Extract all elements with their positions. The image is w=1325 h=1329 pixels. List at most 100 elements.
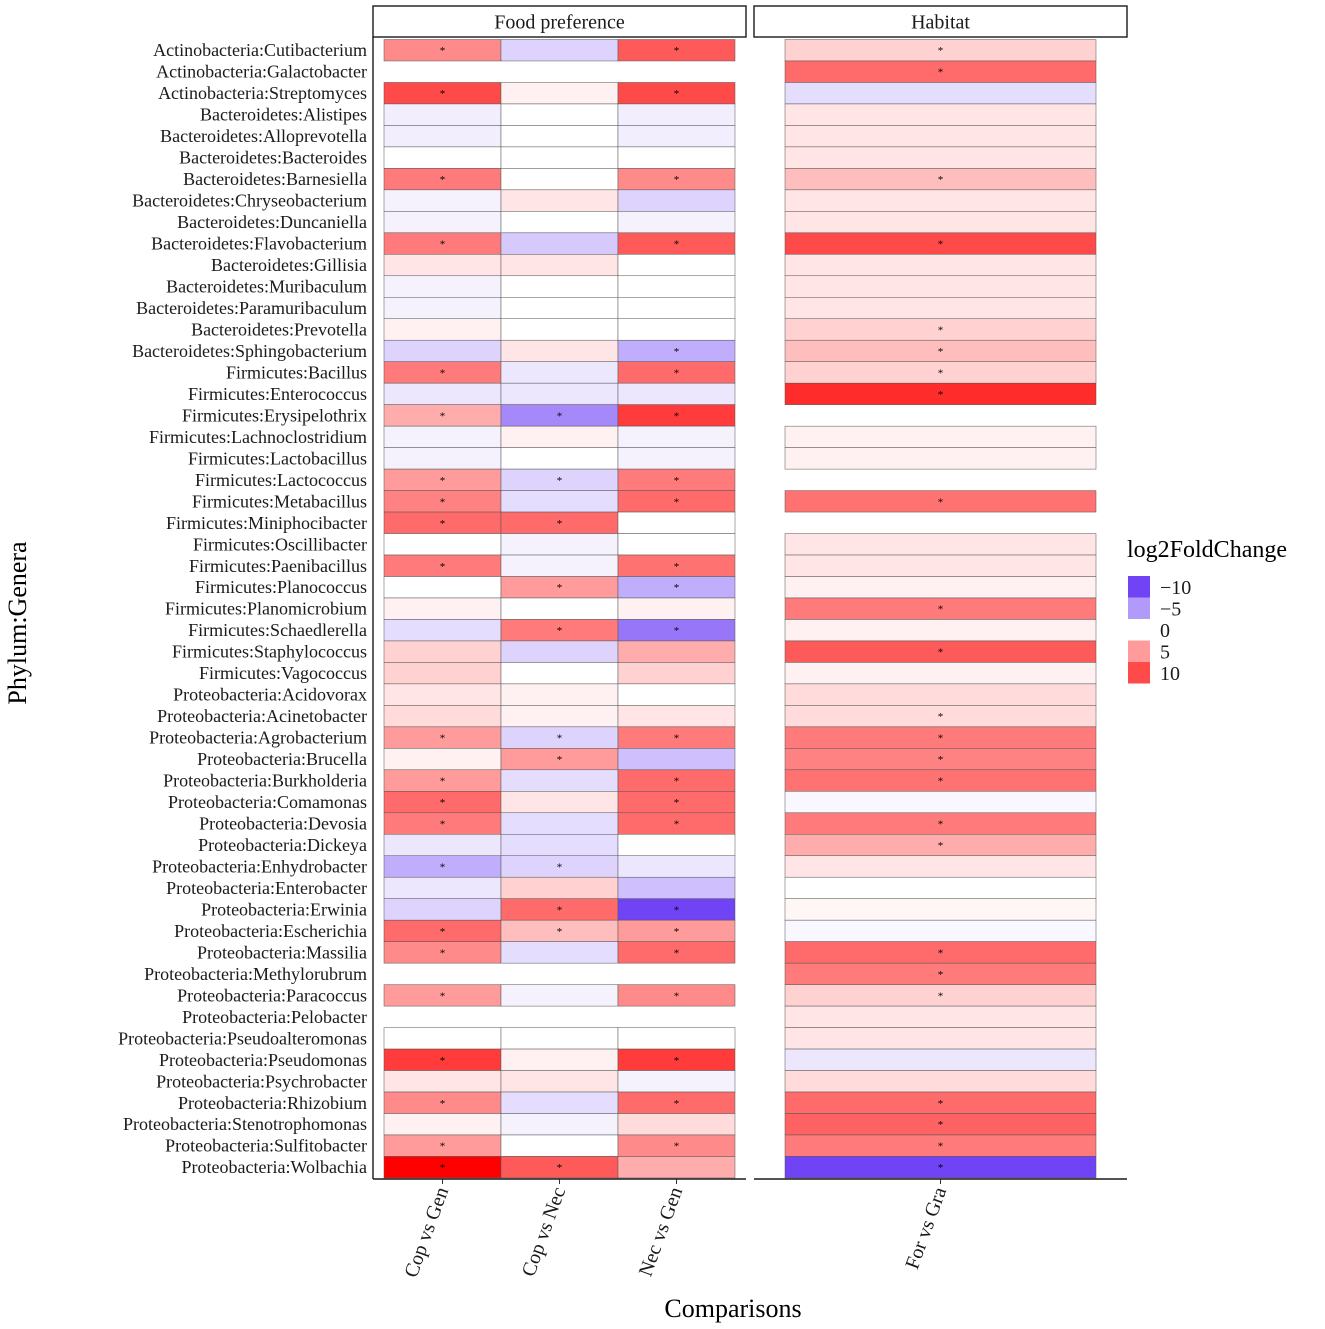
cell-bacteroidetes-alloprevotella-for-vs-gra bbox=[784, 125, 1097, 148]
cell-bacteroidetes-alistipes-cop-vs-gen bbox=[383, 103, 502, 126]
sig-star-proteobacteria-stenotrophomonas-for-vs-gra: * bbox=[938, 1119, 944, 1131]
row-label-proteobacteria-comamonas: Proteobacteria:Comamonas bbox=[168, 792, 367, 812]
cell-proteobacteria-stenotrophomonas-cop-vs-gen bbox=[383, 1113, 502, 1136]
row-label-bacteroidetes-chryseobacterium: Bacteroidetes:Chryseobacterium bbox=[132, 191, 367, 211]
cell-proteobacteria-comamonas-cop-vs-nec bbox=[500, 791, 619, 814]
sig-star-proteobacteria-comamonas-cop-vs-gen: * bbox=[440, 797, 446, 809]
row-label-bacteroidetes-muribaculum: Bacteroidetes:Muribaculum bbox=[166, 277, 367, 297]
cell-bacteroidetes-prevotella-cop-vs-nec bbox=[500, 318, 619, 341]
row-label-actinobacteria-streptomyces: Actinobacteria:Streptomyces bbox=[158, 83, 367, 103]
legend-tick-0: 0 bbox=[1160, 620, 1170, 642]
sig-star-proteobacteria-rhizobium-cop-vs-gen: * bbox=[440, 1098, 446, 1110]
row-label-firmicutes-planococcus: Firmicutes:Planococcus bbox=[195, 577, 367, 597]
cell-proteobacteria-paracoccus-cop-vs-nec bbox=[500, 984, 619, 1007]
sig-star-proteobacteria-massilia-for-vs-gra: * bbox=[938, 947, 944, 959]
cell-firmicutes-oscillibacter-cop-vs-gen bbox=[383, 533, 502, 556]
cell-proteobacteria-stenotrophomonas-cop-vs-nec bbox=[500, 1113, 619, 1136]
row-label-bacteroidetes-alloprevotella: Bacteroidetes:Alloprevotella bbox=[160, 126, 367, 146]
strip-habitat: Habitat bbox=[753, 5, 1128, 38]
cell-firmicutes-staphylococcus-nec-vs-gen bbox=[617, 640, 736, 663]
cell-proteobacteria-dickeya-nec-vs-gen bbox=[617, 834, 736, 856]
cell-bacteroidetes-prevotella-nec-vs-gen bbox=[617, 318, 736, 341]
cell-proteobacteria-acinetobacter-cop-vs-gen bbox=[383, 705, 502, 728]
cell-bacteroidetes-duncaniella-cop-vs-gen bbox=[383, 211, 502, 234]
sig-star-firmicutes-erysipelothrix-cop-vs-nec: * bbox=[557, 410, 563, 422]
row-label-proteobacteria-sulfitobacter: Proteobacteria:Sulfitobacter bbox=[165, 1136, 367, 1156]
row-label-bacteroidetes-gillisia: Bacteroidetes:Gillisia bbox=[211, 255, 367, 275]
legend-tick-5: 5 bbox=[1160, 641, 1170, 663]
cell-proteobacteria-pelobacter-for-vs-gra bbox=[784, 1005, 1097, 1028]
row-label-proteobacteria-wolbachia: Proteobacteria:Wolbachia bbox=[182, 1157, 367, 1177]
sig-star-firmicutes-lactococcus-nec-vs-gen: * bbox=[674, 475, 680, 487]
cell-proteobacteria-pseudoalteromonas-cop-vs-gen bbox=[383, 1027, 502, 1050]
cell-firmicutes-enterococcus-cop-vs-gen bbox=[383, 382, 502, 405]
sig-star-proteobacteria-sulfitobacter-cop-vs-gen: * bbox=[440, 1141, 446, 1153]
row-label-proteobacteria-enhydrobacter: Proteobacteria:Enhydrobacter bbox=[152, 856, 367, 876]
sig-star-actinobacteria-streptomyces-nec-vs-gen: * bbox=[674, 88, 680, 100]
sig-star-firmicutes-metabacillus-nec-vs-gen: * bbox=[674, 496, 680, 508]
sig-star-actinobacteria-cutibacterium-for-vs-gra: * bbox=[938, 45, 944, 57]
sig-star-actinobacteria-cutibacterium-nec-vs-gen: * bbox=[674, 45, 680, 57]
cell-bacteroidetes-muribaculum-cop-vs-gen bbox=[383, 275, 502, 298]
cell-proteobacteria-acidovorax-cop-vs-nec bbox=[500, 683, 619, 706]
cell-firmicutes-planomicrobium-cop-vs-nec bbox=[500, 597, 619, 620]
cell-proteobacteria-psychrobacter-cop-vs-gen bbox=[383, 1070, 502, 1093]
row-label-firmicutes-vagococcus: Firmicutes:Vagococcus bbox=[199, 663, 367, 683]
row-label-bacteroidetes-sphingobacterium: Bacteroidetes:Sphingobacterium bbox=[132, 341, 367, 361]
cell-firmicutes-paenibacillus-cop-vs-nec bbox=[500, 554, 619, 577]
cell-proteobacteria-pseudomonas-for-vs-gra bbox=[784, 1048, 1097, 1071]
cell-proteobacteria-brucella-cop-vs-gen bbox=[383, 748, 502, 771]
row-label-bacteroidetes-duncaniella: Bacteroidetes:Duncaniella bbox=[177, 212, 367, 232]
sig-star-bacteroidetes-prevotella-for-vs-gra: * bbox=[938, 324, 944, 336]
cell-firmicutes-vagococcus-cop-vs-gen bbox=[383, 662, 502, 685]
cell-bacteroidetes-alloprevotella-nec-vs-gen bbox=[617, 125, 736, 148]
row-label-proteobacteria-pelobacter: Proteobacteria:Pelobacter bbox=[182, 1007, 367, 1027]
row-label-proteobacteria-agrobacterium: Proteobacteria:Agrobacterium bbox=[149, 728, 367, 748]
sig-star-firmicutes-bacillus-cop-vs-gen: * bbox=[440, 367, 446, 379]
row-label-proteobacteria-erwinia: Proteobacteria:Erwinia bbox=[201, 899, 367, 919]
strip-title-habitat: Habitat bbox=[911, 12, 970, 34]
cell-firmicutes-staphylococcus-cop-vs-gen bbox=[383, 640, 502, 663]
row-label-proteobacteria-pseudomonas: Proteobacteria:Pseudomonas bbox=[159, 1050, 367, 1070]
sig-star-bacteroidetes-flavobacterium-for-vs-gra: * bbox=[938, 239, 944, 251]
cell-firmicutes-lachnoclostridium-cop-vs-gen bbox=[383, 425, 502, 448]
sig-star-proteobacteria-dickeya-for-vs-gra: * bbox=[938, 840, 944, 852]
cell-bacteroidetes-gillisia-nec-vs-gen bbox=[617, 254, 736, 277]
cell-proteobacteria-sulfitobacter-cop-vs-nec bbox=[500, 1134, 619, 1157]
sig-star-proteobacteria-erwinia-nec-vs-gen: * bbox=[674, 904, 680, 916]
cell-firmicutes-miniphocibacter-nec-vs-gen bbox=[617, 511, 736, 534]
sig-star-bacteroidetes-barnesiella-for-vs-gra: * bbox=[938, 174, 944, 186]
cell-firmicutes-vagococcus-cop-vs-nec bbox=[500, 662, 619, 685]
cell-proteobacteria-enterobacter-for-vs-gra bbox=[784, 876, 1097, 899]
cell-bacteroidetes-chryseobacterium-for-vs-gra bbox=[784, 189, 1097, 212]
cell-firmicutes-lachnoclostridium-for-vs-gra bbox=[784, 425, 1097, 448]
row-label-firmicutes-enterococcus: Firmicutes:Enterococcus bbox=[188, 384, 367, 404]
cell-bacteroidetes-bacteroides-for-vs-gra bbox=[784, 146, 1097, 169]
cell-bacteroidetes-paramuribaculum-for-vs-gra bbox=[784, 297, 1097, 319]
cell-proteobacteria-devosia-cop-vs-nec bbox=[500, 812, 619, 835]
cell-proteobacteria-psychrobacter-for-vs-gra bbox=[784, 1070, 1097, 1093]
y-axis-title: Phylum:Genera bbox=[3, 541, 32, 705]
cell-proteobacteria-paracoccus-nec-vs-gen bbox=[617, 984, 736, 1007]
cell-bacteroidetes-prevotella-cop-vs-gen bbox=[383, 318, 502, 341]
cell-proteobacteria-stenotrophomonas-nec-vs-gen bbox=[617, 1113, 736, 1136]
cell-bacteroidetes-paramuribaculum-cop-vs-gen bbox=[383, 297, 502, 319]
row-label-firmicutes-lactobacillus: Firmicutes:Lactobacillus bbox=[188, 448, 367, 468]
panel-food-preference: * * * * * * * * * * * * * * * * * * * * * * * * * * * * * * * * * * * * * * * *… bbox=[383, 39, 736, 1179]
row-label-proteobacteria-psychrobacter: Proteobacteria:Psychrobacter bbox=[156, 1071, 367, 1091]
cell-proteobacteria-psychrobacter-cop-vs-nec bbox=[500, 1070, 619, 1093]
legend-tick-neg5: −5 bbox=[1160, 598, 1181, 620]
cell-firmicutes-lactobacillus-nec-vs-gen bbox=[617, 447, 736, 470]
sig-star-proteobacteria-comamonas-nec-vs-gen: * bbox=[674, 797, 680, 809]
cell-firmicutes-bacillus-cop-vs-nec bbox=[500, 361, 619, 384]
sig-star-actinobacteria-galactobacter-for-vs-gra: * bbox=[938, 67, 944, 79]
cell-actinobacteria-streptomyces-for-vs-gra bbox=[784, 82, 1097, 105]
cell-firmicutes-metabacillus-for-vs-gra bbox=[784, 490, 1097, 513]
cell-proteobacteria-enterobacter-nec-vs-gen bbox=[617, 876, 736, 899]
cell-bacteroidetes-bacteroides-cop-vs-nec bbox=[500, 146, 619, 169]
cell-bacteroidetes-muribaculum-for-vs-gra bbox=[784, 275, 1097, 298]
legend-key-0 bbox=[1128, 619, 1150, 641]
cell-proteobacteria-acidovorax-for-vs-gra bbox=[784, 683, 1097, 706]
cell-firmicutes-schaedlerella-for-vs-gra bbox=[784, 619, 1097, 642]
